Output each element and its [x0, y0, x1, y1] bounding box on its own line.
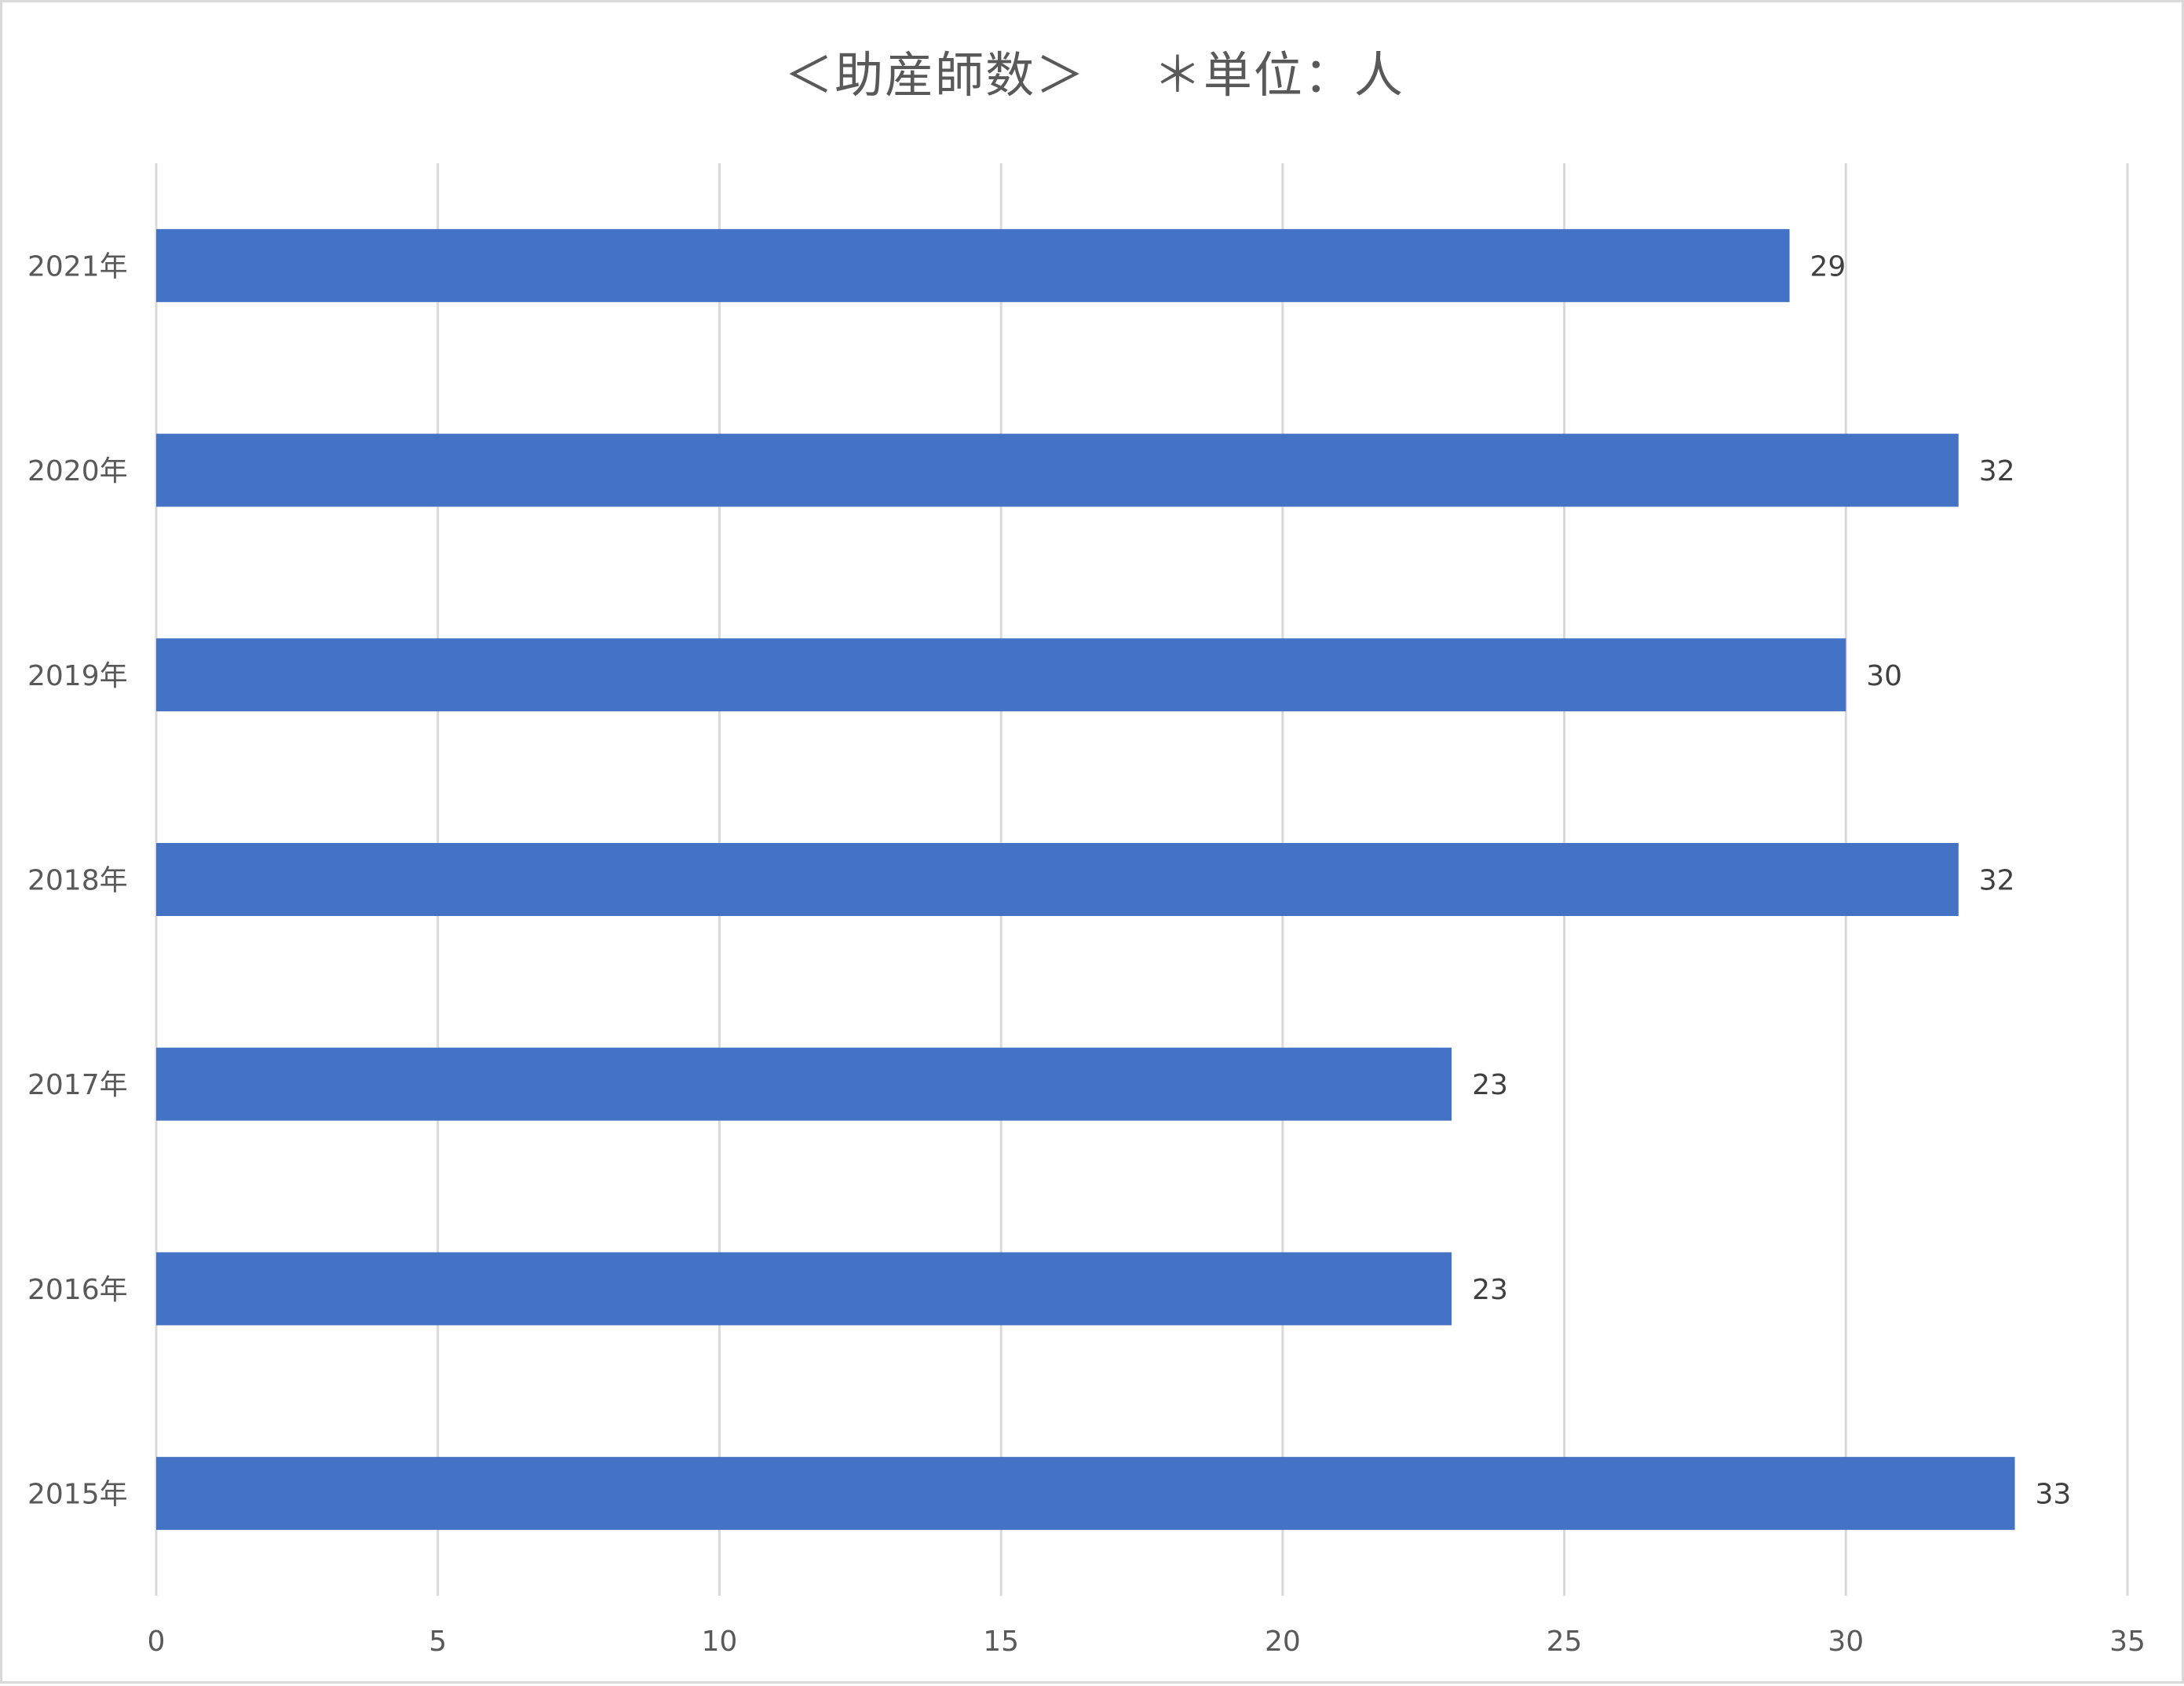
x-tick-label: 20 — [1265, 1626, 1301, 1658]
bar-2020年 — [156, 433, 1959, 507]
data-label: 33 — [2036, 1479, 2072, 1511]
data-label: 32 — [1979, 455, 2015, 487]
data-label: 30 — [1866, 660, 1902, 692]
labels: 0 5 10 15 20 25 30 35 2021年 29 2020年 32 2019年 30 2018年… — [27, 250, 2146, 1658]
bar-2019年 — [156, 638, 1846, 712]
y-category-label: 2021年 — [27, 250, 128, 283]
y-category-label: 2019年 — [27, 660, 128, 692]
chart-title: ＜助産師数＞ ＊単位：人 — [784, 46, 1404, 104]
x-tick-label: 0 — [148, 1626, 166, 1658]
y-category-label: 2020年 — [27, 455, 128, 487]
x-tick-label: 30 — [1828, 1626, 1864, 1658]
y-category-label: 2016年 — [27, 1274, 128, 1306]
x-tick-label: 5 — [429, 1626, 447, 1658]
y-category-label: 2018年 — [27, 865, 128, 897]
x-tick-label: 35 — [2109, 1626, 2146, 1658]
data-label: 32 — [1979, 865, 2015, 897]
bars — [156, 228, 2015, 1531]
y-category-label: 2017年 — [27, 1069, 128, 1101]
bar-2021年 — [156, 228, 1790, 302]
bar-2017年 — [156, 1047, 1452, 1121]
data-label: 29 — [1810, 250, 1846, 283]
bar-2018年 — [156, 843, 1959, 916]
x-tick-label: 10 — [702, 1626, 738, 1658]
bar-2015年 — [156, 1457, 2015, 1531]
y-category-label: 2015年 — [27, 1479, 128, 1511]
data-label: 23 — [1472, 1069, 1508, 1101]
bar-2016年 — [156, 1252, 1452, 1326]
data-label: 23 — [1472, 1274, 1508, 1306]
x-tick-label: 25 — [1547, 1626, 1583, 1658]
x-tick-label: 15 — [983, 1626, 1019, 1658]
